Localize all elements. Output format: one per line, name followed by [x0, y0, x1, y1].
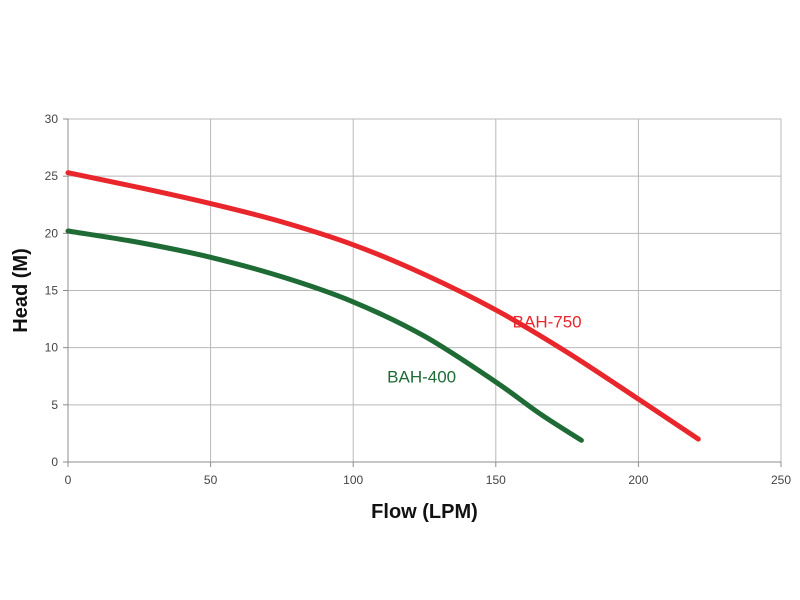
y-tick-label: 30: [45, 112, 59, 126]
y-tick-label: 5: [51, 398, 58, 412]
y-tick-label: 0: [51, 455, 58, 469]
y-axis-title: Head (M): [10, 248, 32, 332]
x-axis-title: Flow (LPM): [371, 501, 478, 523]
y-tick-label: 15: [45, 284, 59, 298]
axes: [63, 118, 782, 467]
series-label-bah-400: BAH-400: [387, 367, 456, 386]
y-tick-label: 20: [45, 226, 59, 240]
grid: [67, 118, 782, 463]
y-tick-label: 25: [45, 169, 59, 183]
x-tick-label: 0: [65, 473, 72, 487]
x-tick-label: 50: [204, 473, 218, 487]
series-line-bah-400: [65, 228, 584, 443]
y-tick-label: 10: [45, 341, 59, 355]
x-tick-label: 250: [771, 473, 791, 487]
x-tick-label: 150: [486, 473, 506, 487]
series-labels: BAH-750 BAH-400: [387, 312, 581, 386]
series-line-bah-750: [65, 170, 701, 442]
series-label-bah-750: BAH-750: [513, 312, 582, 331]
series-lines: [65, 170, 701, 443]
tick-labels: 0 5 10 15 20 25 30 0 50 100 150 200 250: [45, 112, 792, 487]
x-tick-label: 100: [343, 473, 363, 487]
x-tick-label: 200: [628, 473, 648, 487]
